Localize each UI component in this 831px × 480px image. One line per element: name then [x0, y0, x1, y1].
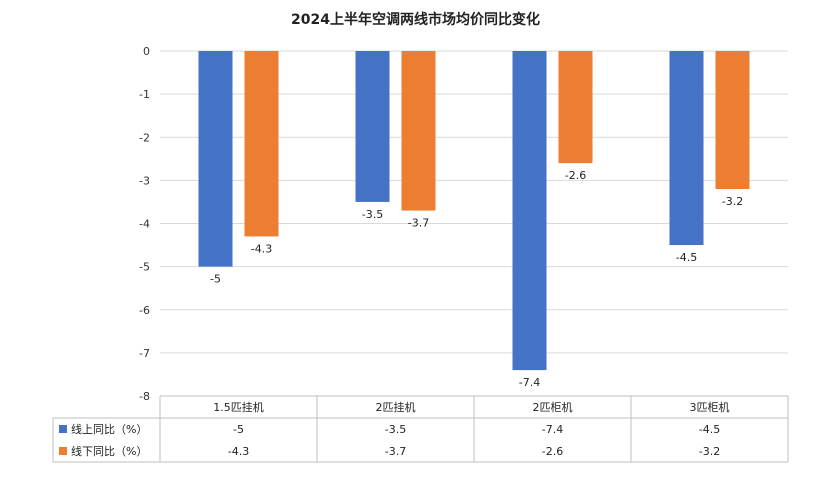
data-label: -2.6: [565, 169, 586, 182]
bar: [669, 51, 704, 246]
data-label: -5: [210, 273, 221, 286]
category-label: 2匹柜机: [533, 400, 573, 414]
table-value: -2.6: [542, 445, 563, 458]
legend-swatch: [59, 447, 67, 455]
y-tick-label: -3: [139, 174, 150, 187]
table-value: -3.2: [699, 445, 720, 458]
bar: [244, 51, 279, 237]
bar: [355, 51, 390, 202]
bar: [198, 51, 233, 267]
y-tick-label: -6: [139, 304, 150, 317]
y-tick-label: -8: [139, 390, 150, 403]
legend-label: 线下同比（%）: [71, 444, 147, 458]
bar: [512, 51, 547, 371]
category-label: 2匹挂机: [376, 400, 416, 414]
data-label: -4.3: [251, 242, 272, 255]
data-label: -3.7: [408, 217, 429, 230]
table-value: -3.5: [385, 423, 406, 436]
bars: [198, 51, 750, 371]
table-value: -7.4: [542, 423, 563, 436]
data-label: -4.5: [676, 251, 697, 264]
chart-title: 2024上半年空调两线市场均价同比变化: [291, 12, 540, 28]
y-tick-label: 0: [143, 45, 150, 58]
y-tick-label: -7: [139, 347, 150, 360]
table-value: -4.3: [228, 445, 249, 458]
table-value: -4.5: [699, 423, 720, 436]
table-value: -5: [233, 423, 244, 436]
category-label: 1.5匹挂机: [213, 400, 264, 414]
data-label: -3.2: [722, 195, 743, 208]
table-value: -3.7: [385, 445, 406, 458]
data-label: -7.4: [519, 376, 540, 389]
y-tick-label: -2: [139, 131, 150, 144]
data-labels: -5 -4.3 -3.5 -3.7 -7.4 -2.6 -4.5 -3.2: [210, 169, 743, 389]
bar: [715, 51, 750, 189]
bar: [401, 51, 436, 211]
legend-swatch: [59, 425, 67, 433]
legend-label: 线上同比（%）: [71, 422, 147, 436]
data-label: -3.5: [362, 208, 383, 221]
y-tick-label: -1: [139, 88, 150, 101]
y-axis-ticks: 0 -1 -2 -3 -4 -5 -6 -7 -8: [139, 45, 150, 403]
category-label: 3匹柜机: [690, 400, 730, 414]
bar: [558, 51, 593, 164]
y-tick-label: -5: [139, 261, 150, 274]
y-tick-label: -4: [139, 218, 150, 231]
